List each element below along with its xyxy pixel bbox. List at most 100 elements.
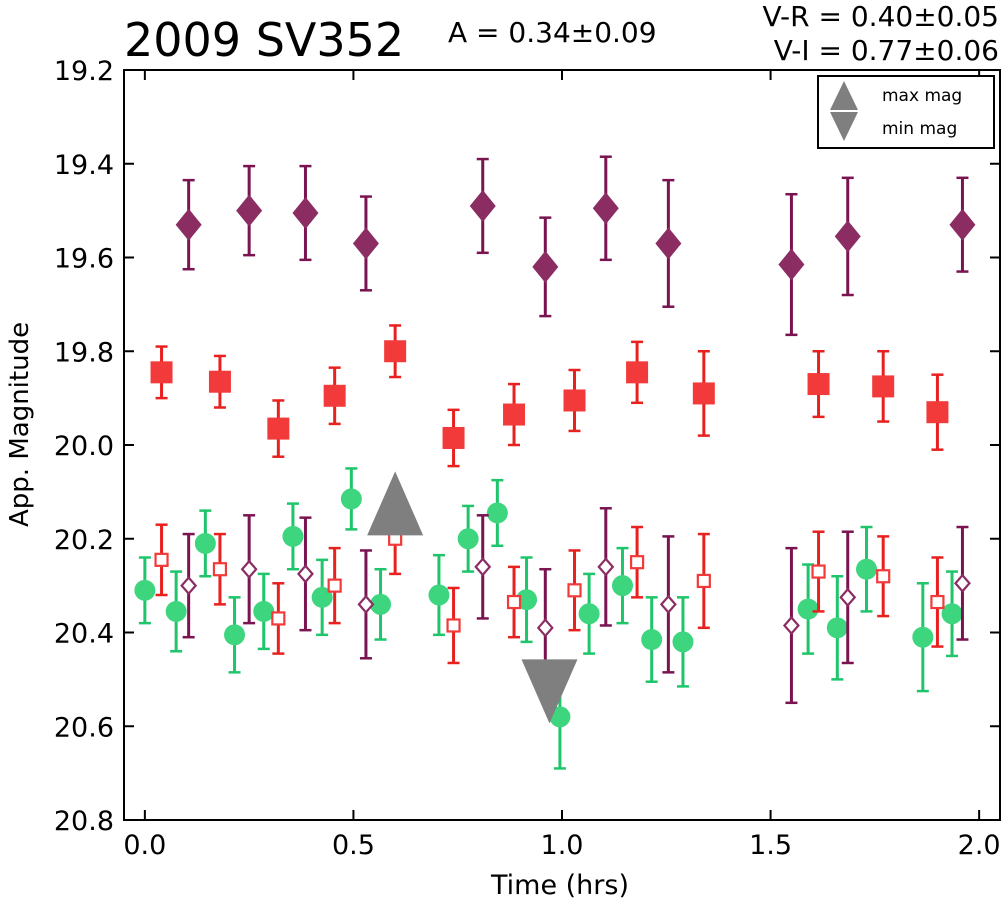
circle-point <box>941 603 963 625</box>
square-point <box>323 384 346 407</box>
diamond-point <box>949 208 976 241</box>
square-point <box>446 618 461 633</box>
y-tick-label: 19.8 <box>54 337 114 368</box>
diamond-point <box>292 196 319 229</box>
amplitude-label: A = 0.34±0.09 <box>448 16 657 49</box>
circle-point <box>797 598 819 620</box>
v-i-color-label: V-I = 0.77±0.06 <box>773 34 999 67</box>
square-point <box>811 564 826 579</box>
max-mag-marker <box>367 471 424 536</box>
square-point <box>567 583 582 598</box>
square-point <box>271 611 286 626</box>
square-point <box>926 401 949 424</box>
square-point <box>384 340 407 363</box>
circle-point <box>516 589 538 611</box>
circle-point <box>672 631 694 653</box>
y-tick-label: 20.2 <box>54 525 114 556</box>
min-mag-legend-icon <box>830 112 858 141</box>
square-point <box>930 594 945 610</box>
y-axis-label: App. Magnitude <box>5 321 35 527</box>
circle-point <box>826 617 848 639</box>
circle-point <box>340 488 362 510</box>
circle-point <box>428 584 450 606</box>
square-point <box>208 370 231 393</box>
square-point <box>442 426 465 449</box>
series-4 <box>180 507 971 705</box>
x-tick-label: 2.0 <box>958 830 1001 861</box>
circle-point <box>912 626 934 648</box>
series-6 <box>521 659 578 724</box>
max-mag-legend-label: max mag <box>882 86 962 106</box>
diamond-point <box>296 564 314 584</box>
max-mag-legend-icon <box>830 81 858 110</box>
circle-point <box>311 586 333 608</box>
diamond-point <box>240 559 258 579</box>
y-tick-label: 20.0 <box>54 431 114 462</box>
y-tick-label: 20.6 <box>54 712 114 743</box>
square-point <box>629 555 645 570</box>
min-mag-marker <box>521 659 578 724</box>
square-point <box>692 382 715 405</box>
object-title: 2009 SV352 <box>124 13 405 67</box>
diamond-point <box>597 557 615 577</box>
circle-point <box>224 624 246 646</box>
diamond-point <box>839 587 857 608</box>
square-point <box>150 361 173 384</box>
circle-point <box>486 502 508 524</box>
v-r-color-label: V-R = 0.40±0.05 <box>762 0 999 33</box>
circle-point <box>578 603 600 625</box>
circle-point <box>165 600 187 622</box>
square-point <box>154 552 169 567</box>
square-point <box>503 403 526 426</box>
diamond-point <box>469 189 496 222</box>
y-tick-label: 19.4 <box>54 150 114 181</box>
circle-point <box>611 575 633 597</box>
x-tick-label: 1.5 <box>749 830 792 861</box>
y-tick-label: 20.4 <box>54 619 114 650</box>
circle-point <box>194 532 216 554</box>
axis-ticks: 0.0 0.5 1.0 1.5 2.0 19.2 19.4 19.6 19.8 20.0 20.2 2… <box>54 56 1001 861</box>
circle-point <box>134 579 156 601</box>
circle-point <box>457 528 479 550</box>
diamond-point <box>236 194 263 227</box>
y-tick-label: 20.8 <box>54 806 114 837</box>
diamond-point <box>532 250 559 283</box>
diamond-point <box>659 594 677 615</box>
min-mag-legend-label: min mag <box>882 119 957 139</box>
diamond-point <box>834 220 861 253</box>
diamond-point <box>357 594 375 615</box>
circle-point <box>856 558 878 580</box>
circle-point <box>370 593 392 615</box>
y-tick-label: 19.2 <box>54 56 114 87</box>
diamond-point <box>352 227 379 260</box>
x-tick-label: 0.0 <box>123 830 166 861</box>
series-5 <box>367 471 424 536</box>
circle-point <box>549 706 571 728</box>
diamond-point <box>592 192 619 225</box>
square-point <box>696 573 711 589</box>
y-tick-label: 19.6 <box>54 244 114 275</box>
diamond-point <box>778 248 805 281</box>
diamond-point <box>180 575 198 596</box>
square-point <box>327 578 342 593</box>
square-point <box>267 417 290 440</box>
data-marks <box>134 155 976 770</box>
diamond-point <box>536 618 554 638</box>
square-point <box>626 361 649 384</box>
diamond-point <box>655 227 682 260</box>
x-tick-label: 1.0 <box>541 830 584 861</box>
circle-point <box>641 629 663 651</box>
square-point <box>506 594 522 610</box>
square-point <box>212 562 228 577</box>
series-2 <box>134 467 963 770</box>
circle-point <box>253 600 275 622</box>
series-0 <box>175 155 976 337</box>
diamond-point <box>782 615 800 636</box>
x-axis-label: Time (hrs) <box>490 870 629 901</box>
x-tick-label: 0.5 <box>332 830 375 861</box>
diamond-point <box>474 557 492 577</box>
series-1 <box>150 324 949 468</box>
legend-box: max mag min mag <box>817 75 995 149</box>
square-point <box>876 569 891 584</box>
